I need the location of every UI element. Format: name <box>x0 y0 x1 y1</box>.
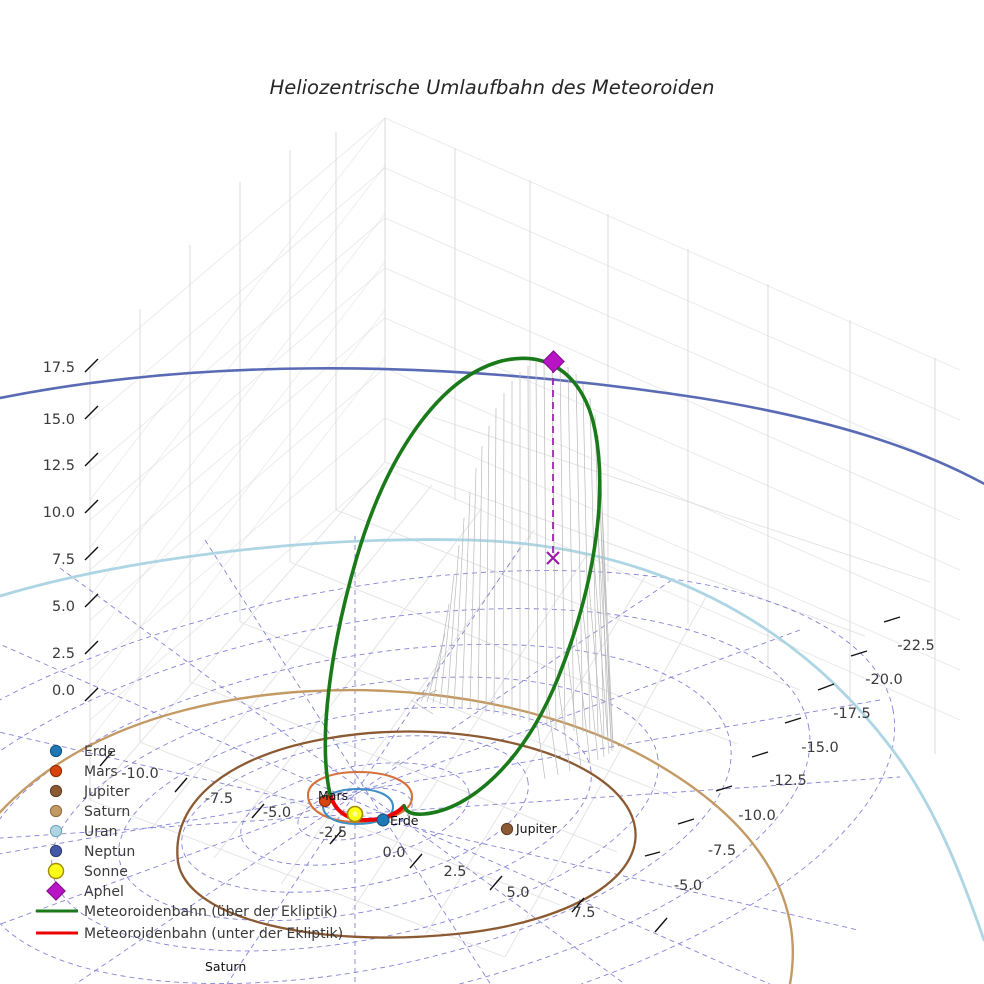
aphel-projection-x <box>546 551 560 565</box>
legend-marker-erde <box>49 744 63 758</box>
z-tick-3: 7.5 <box>52 552 75 568</box>
pane-back-left-grid <box>89 117 386 800</box>
aphel-group <box>542 350 565 565</box>
y-tick-7: -22.5 <box>897 638 935 654</box>
orbit-erde <box>321 787 395 826</box>
page-title: Heliozentrische Umlaufbahn des Meteoroid… <box>270 76 715 99</box>
z-tick-2: 5.0 <box>52 599 75 615</box>
axis-x: -10.0 -7.5 -5.0 -2.5 0.0 2.5 5.0 7.5 <box>99 751 668 933</box>
legend-label-neptun: Neptun <box>84 844 135 860</box>
legend-label-above-ecliptik: Meteoroidenbahn (über der Ekliptik) <box>84 904 338 920</box>
legend-label-uran: Uran <box>84 824 117 840</box>
legend-marker-aphel <box>46 881 66 901</box>
y-tick-4: -15.0 <box>801 740 839 756</box>
marker-mars <box>318 794 332 808</box>
legend: Erde Mars Jupiter Saturn Uran Neptun Son… <box>36 744 343 942</box>
legend-marker-mars <box>49 764 63 778</box>
legend-marker-neptun <box>49 844 63 858</box>
y-tick-5: -17.5 <box>833 706 871 722</box>
x-tick-2: -5.0 <box>263 805 291 821</box>
y-tick-6: -20.0 <box>865 672 903 688</box>
label-mars: Mars <box>318 788 348 803</box>
legend-label-mars: Mars <box>84 764 118 780</box>
orbit-jupiter <box>176 730 637 939</box>
pane-back-left <box>89 117 386 741</box>
z-tick-7: 17.5 <box>43 360 75 376</box>
legend-label-sonne: Sonne <box>84 864 128 880</box>
legend-marker-uran <box>49 824 63 838</box>
legend-marker-sonne <box>47 862 65 880</box>
x-tick-4: 0.0 <box>382 845 405 861</box>
trajectory-droplines <box>355 359 614 839</box>
marker-erde <box>376 813 390 827</box>
trajectory-above-ecliptic <box>323 356 602 816</box>
legend-marker-saturn <box>49 804 63 818</box>
y-tick-0: -5.0 <box>674 878 702 894</box>
pane-floor-grid <box>89 416 931 958</box>
x-tick-0: -10.0 <box>121 766 159 782</box>
x-tick-1: -7.5 <box>205 791 233 807</box>
z-tick-5: 12.5 <box>43 458 75 474</box>
x-tick-5: 2.5 <box>443 864 466 880</box>
z-tick-1: 2.5 <box>52 646 75 662</box>
axis-y: -5.0 -7.5 -10.0 -12.5 -15.0 -17.5 -20.0 … <box>644 616 935 894</box>
y-tick-2: -10.0 <box>738 808 776 824</box>
legend-label-saturn: Saturn <box>84 804 130 820</box>
orbit-neptun <box>0 367 984 486</box>
label-erde: Erde <box>390 813 419 828</box>
z-tick-0: 0.0 <box>52 683 75 699</box>
legend-label-aphel: Aphel <box>84 884 124 900</box>
legend-marker-jupiter <box>49 784 63 798</box>
legend-label-erde: Erde <box>84 744 116 760</box>
z-tick-6: 15.0 <box>43 412 75 428</box>
legend-label-below-ecliptik: Meteoroidenbahn (unter der Ekliptik) <box>84 926 343 942</box>
orbit-uran <box>0 538 984 942</box>
y-tick-1: -7.5 <box>708 843 736 859</box>
marker-sonne-core <box>352 811 358 817</box>
legend-label-jupiter: Jupiter <box>83 784 130 800</box>
pane-back-right-grid <box>384 117 961 754</box>
x-tick-6: 5.0 <box>506 885 529 901</box>
label-jupiter: Jupiter <box>515 821 558 836</box>
body-markers: Erde Mars Jupiter Saturn <box>205 788 558 974</box>
axes3d-panes <box>89 117 961 958</box>
marker-jupiter <box>500 822 514 836</box>
x-tick-7: 7.5 <box>572 905 595 921</box>
axis-z: 17.5 15.0 12.5 10.0 7.5 5.0 2.5 0.0 <box>43 358 99 702</box>
x-tick-3: -2.5 <box>319 825 347 841</box>
aphel-marker <box>542 350 565 373</box>
y-tick-3: -12.5 <box>769 773 807 789</box>
orbit-saturn <box>0 688 794 984</box>
z-tick-4: 10.0 <box>43 505 75 521</box>
trajectory-below-ecliptic <box>328 792 406 823</box>
planet-orbits <box>0 367 984 984</box>
label-saturn: Saturn <box>205 959 246 974</box>
meteoroid-trajectory <box>323 356 602 823</box>
